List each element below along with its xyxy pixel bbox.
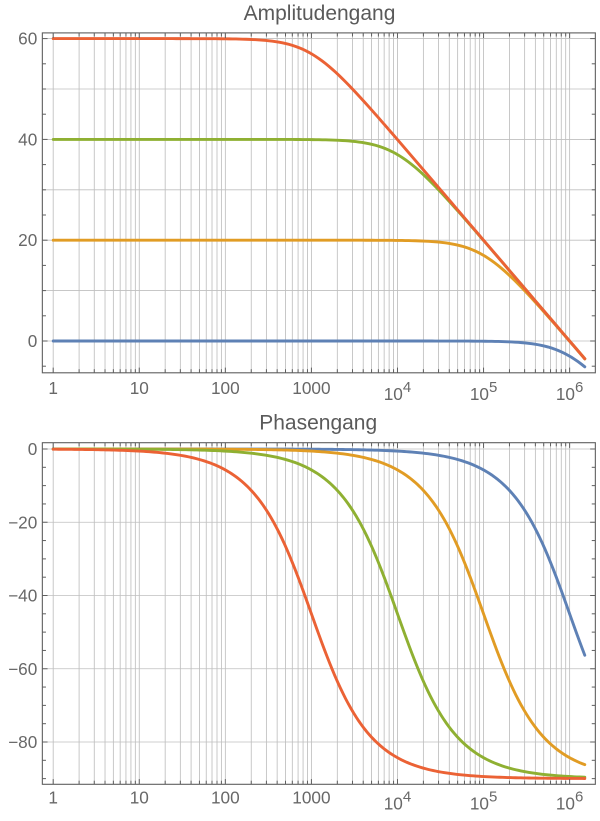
svg-text:Phasengang: Phasengang [259,412,377,435]
svg-text:−80: −80 [8,732,37,752]
svg-text:−40: −40 [8,586,37,606]
svg-text:10: 10 [130,378,149,398]
svg-text:100: 100 [211,788,240,808]
svg-text:0: 0 [28,331,38,351]
svg-text:1: 1 [48,788,58,808]
svg-text:0: 0 [28,439,38,459]
svg-text:−60: −60 [8,659,37,679]
svg-text:1: 1 [48,378,58,398]
svg-text:1000: 1000 [292,378,330,398]
svg-text:40: 40 [18,129,37,149]
svg-text:60: 60 [18,29,37,49]
svg-text:20: 20 [18,230,37,250]
svg-text:Amplitudengang: Amplitudengang [244,2,396,25]
svg-text:10: 10 [130,788,149,808]
svg-text:1000: 1000 [292,788,330,808]
svg-text:−20: −20 [8,512,37,532]
svg-text:100: 100 [211,378,240,398]
